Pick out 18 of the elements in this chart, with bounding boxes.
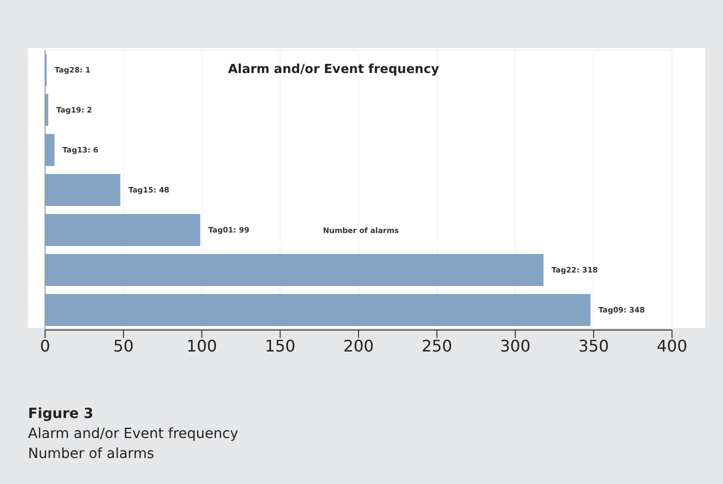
text: Alarm and/or Event frequency [28, 425, 238, 444]
x-tick-label: 400 [656, 336, 688, 356]
text: Alarm and/or Event frequency [228, 61, 440, 76]
bar [45, 174, 120, 206]
text: Number of alarms [28, 445, 156, 464]
x-tick-label: 200 [343, 336, 374, 356]
bar [45, 254, 544, 286]
x-tick-label: 100 [186, 336, 218, 356]
bar [45, 214, 200, 246]
x-tick-label: 350 [578, 336, 609, 356]
x-tick-label: 0 [40, 336, 50, 356]
x-tick-label: 250 [422, 336, 452, 356]
x-tick-label: 50 [113, 336, 134, 356]
bar [45, 134, 55, 166]
x-tick-label: 150 [264, 336, 296, 356]
caption: Figure 3 [28, 405, 94, 424]
bar [45, 294, 591, 326]
x-tick-label: 300 [500, 336, 531, 356]
